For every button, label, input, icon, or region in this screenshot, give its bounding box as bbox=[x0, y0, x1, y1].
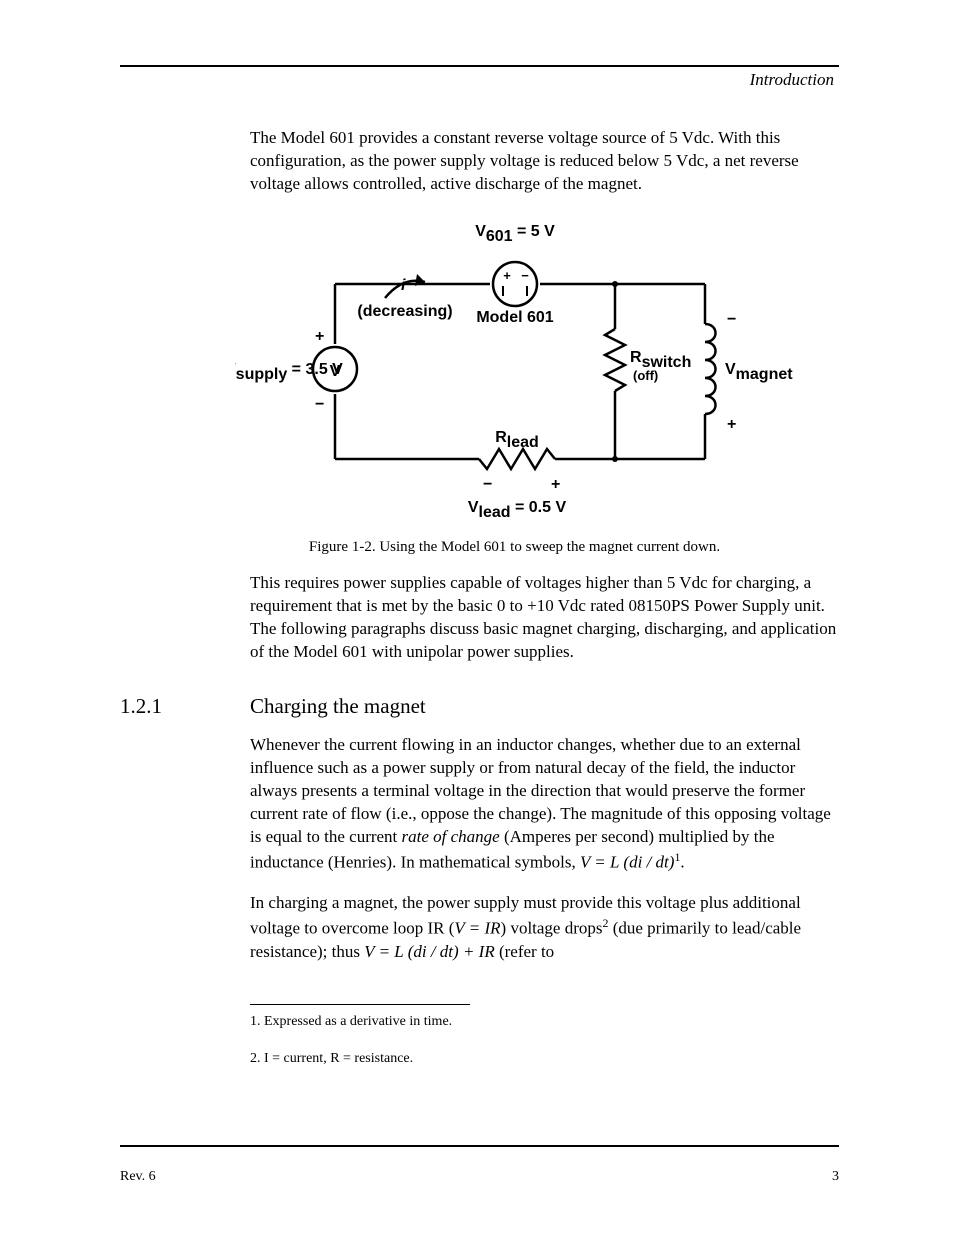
footer-right: 3 bbox=[832, 1169, 839, 1185]
601-plus: + bbox=[503, 268, 511, 283]
v601-label: V601 = 5 V bbox=[475, 223, 555, 245]
vsupply-label: Vsupply = 3.5 V bbox=[235, 361, 343, 383]
figure-caption-text: Using the Model 601 to sweep the magnet … bbox=[379, 539, 720, 555]
rule-top bbox=[120, 65, 839, 67]
footnote-rule bbox=[250, 1004, 470, 1005]
supply-minus: − bbox=[315, 396, 324, 413]
decreasing-label: (decreasing) bbox=[357, 303, 452, 320]
601-minus: − bbox=[521, 268, 529, 283]
paragraph-4: In charging a magnet, the power supply m… bbox=[250, 892, 839, 963]
circuit-diagram: V + − i (decreasing) bbox=[235, 214, 795, 524]
magnet-plus: + bbox=[727, 416, 736, 433]
section-heading: 1.2.1Charging the magnet bbox=[120, 692, 839, 720]
magnet-minus: − bbox=[727, 311, 736, 328]
paragraph-2: This requires power supplies capable of … bbox=[250, 572, 839, 664]
footnote-2: 2. I = current, R = resistance. bbox=[250, 1050, 839, 1069]
vmagnet-label: Vmagnet = 2.0 V bbox=[725, 361, 795, 383]
model-601-label: Model 601 bbox=[476, 309, 553, 326]
vlead-minus: − bbox=[483, 476, 492, 493]
section-number: 1.2.1 bbox=[120, 692, 250, 720]
header-right: Introduction bbox=[750, 70, 834, 90]
current-i: i bbox=[401, 277, 406, 294]
paragraph-1: The Model 601 provides a constant revers… bbox=[250, 127, 839, 196]
figure-1-2: V + − i (decreasing) bbox=[190, 214, 839, 557]
paragraph-3: Whenever the current flowing in an induc… bbox=[250, 734, 839, 874]
vlead-label: Vlead = 0.5 V bbox=[467, 499, 566, 521]
paragraph-3c: . bbox=[680, 852, 684, 871]
rule-bottom bbox=[120, 1145, 839, 1147]
paragraph-4d: (refer to bbox=[495, 942, 554, 961]
paragraph-3-rate: rate of change bbox=[402, 827, 500, 846]
section-title: Charging the magnet bbox=[250, 694, 426, 718]
rswitch-off: (off) bbox=[633, 368, 658, 383]
formula-3: V = L (di / dt) + IR bbox=[364, 942, 494, 961]
footer-left: Rev. 6 bbox=[120, 1169, 156, 1185]
figure-caption-prefix: Figure 1-2. bbox=[309, 539, 376, 555]
vlead-plus: + bbox=[551, 476, 560, 493]
formula-1: V = L (di / dt) bbox=[580, 852, 674, 871]
formula-2: V = IR bbox=[454, 919, 500, 938]
supply-plus: + bbox=[315, 328, 324, 345]
rlead-label: Rlead bbox=[495, 429, 539, 451]
figure-caption: Figure 1-2. Using the Model 601 to sweep… bbox=[190, 537, 839, 557]
footnote-1: 1. Expressed as a derivative in time. bbox=[250, 1013, 839, 1032]
paragraph-4b: ) voltage drops bbox=[501, 919, 603, 938]
